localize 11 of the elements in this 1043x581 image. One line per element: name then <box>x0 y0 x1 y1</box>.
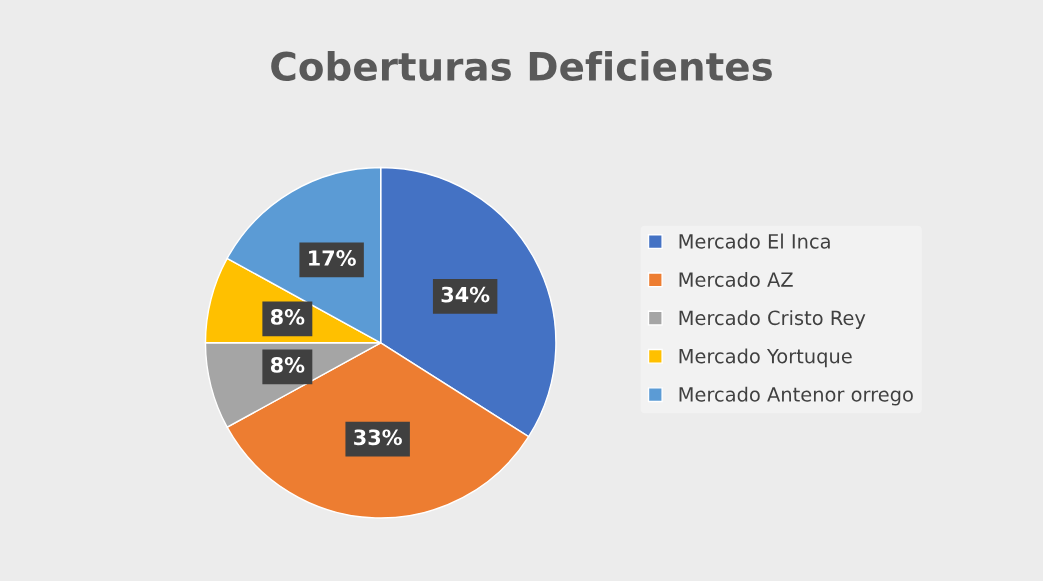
legend-label: Mercado Cristo Rey <box>679 310 866 329</box>
legend-label: Mercado Yortuque <box>679 348 852 368</box>
legend-label: Mercado El Inca <box>679 233 830 249</box>
data-label: 33% <box>354 429 402 446</box>
legend-label: Mercado Antenor orrego <box>679 386 913 406</box>
data-label: 8% <box>270 357 305 373</box>
data-label: 34% <box>441 286 490 303</box>
legend-label: Mercado AZ <box>679 271 793 287</box>
chart-title: Coberturas Deficientes <box>271 50 772 81</box>
data-label: 8% <box>270 309 305 325</box>
data-label: 17% <box>309 250 356 266</box>
